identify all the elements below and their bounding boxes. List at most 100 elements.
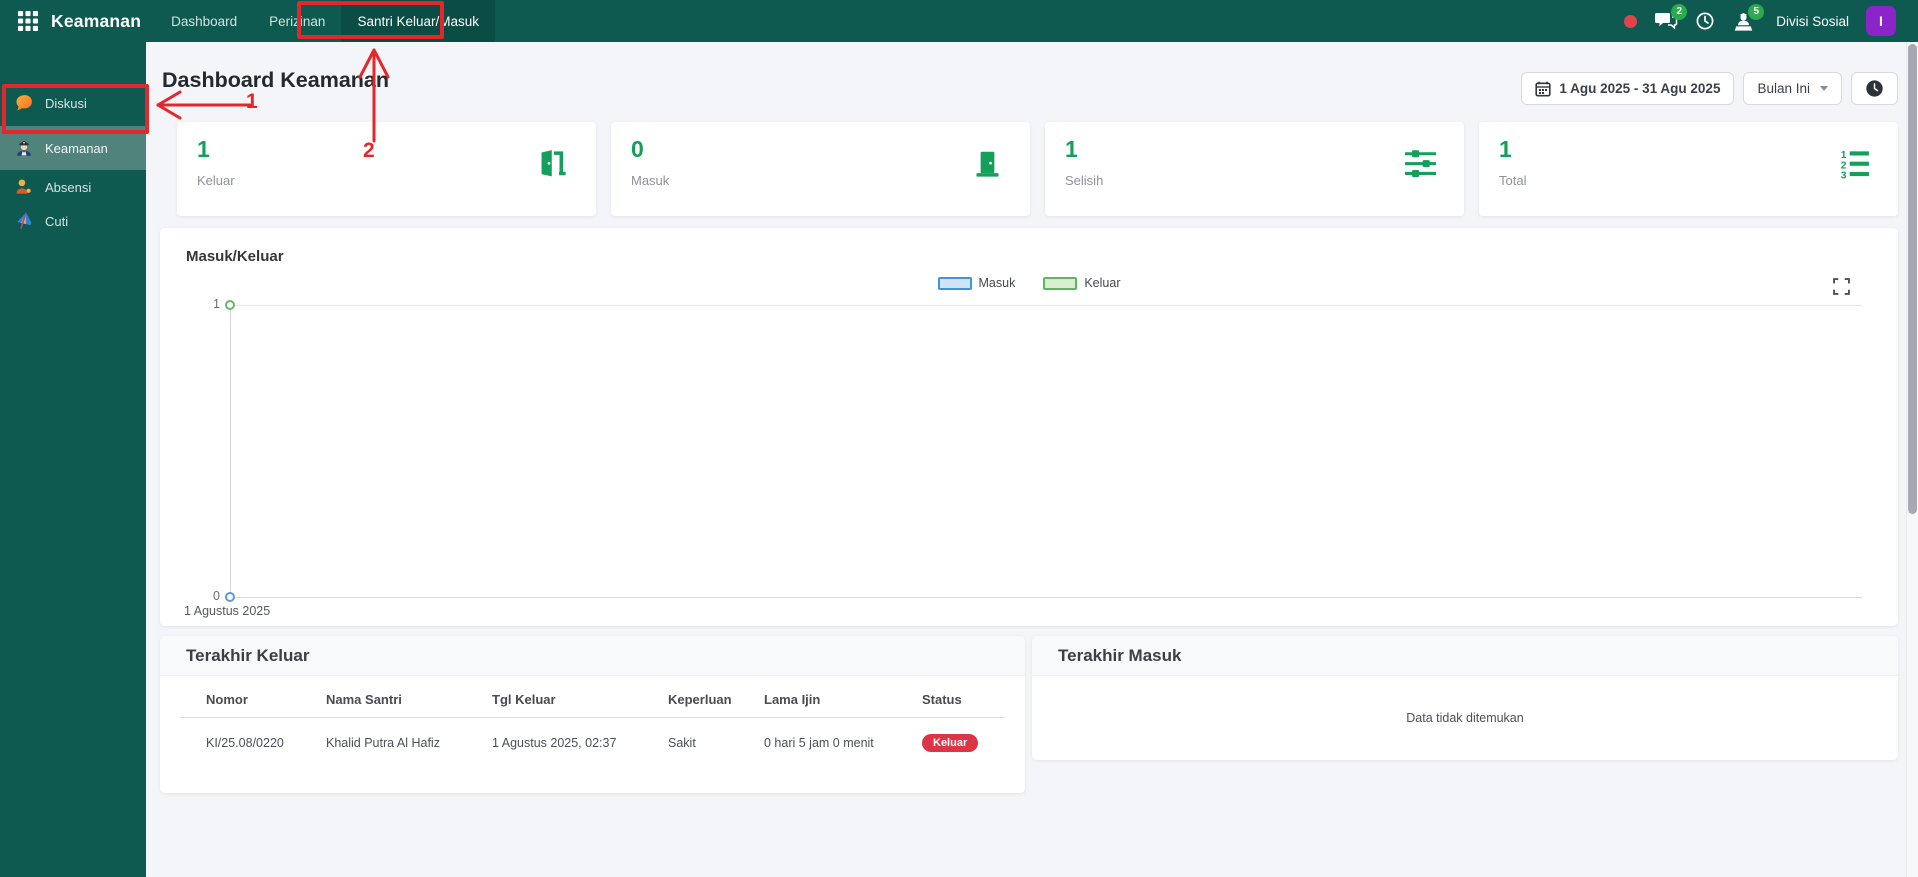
svg-text:3: 3 [1841,171,1847,180]
cell-nama: Khalid Putra Al Hafiz [326,736,440,750]
col-tgl-keluar: Tgl Keluar [484,680,660,718]
svg-text:2: 2 [1841,160,1847,171]
period-label: Bulan Ini [1757,81,1810,96]
terakhir-masuk-panel: Terakhir Masuk Data tidak ditemukan [1032,636,1898,760]
door-open-icon [535,146,570,186]
scrollbar-track[interactable] [1906,42,1918,877]
sidebar-item-label: Absensi [45,179,92,195]
door-closed-icon [971,147,1004,185]
history-button[interactable] [1695,11,1715,31]
legend-swatch-keluar [1043,276,1078,290]
chat-button[interactable]: 2 [1654,4,1688,31]
panel-title: Terakhir Masuk [1058,645,1182,665]
panel-header: Terakhir Masuk [1032,636,1898,676]
nav-item-perizinan[interactable]: Perizinan [269,13,326,29]
date-range-label: 1 Agu 2025 - 31 Agu 2025 [1559,81,1721,96]
stat-value: 1 [197,136,210,162]
col-keperluan: Keperluan [660,680,756,718]
chevron-down-icon [1820,86,1828,91]
chart-panel: Masuk/Keluar Masuk Keluar 1 0 [160,228,1898,626]
apps-grid-icon[interactable] [18,11,38,31]
gridline-y0 [230,597,1862,598]
sidebar-item-absensi[interactable]: Absensi [0,170,146,204]
clock-dark-icon [1866,80,1883,97]
fullscreen-icon[interactable] [1833,278,1850,300]
sidebar-item-label: Diskusi [45,95,87,111]
col-status: Status [914,680,1005,718]
avatar[interactable]: I [1866,6,1896,36]
x-axis-label: 1 Agustus 2025 [184,604,271,618]
gridline-y1 [230,305,1862,306]
legend-label: Masuk [978,276,1016,290]
legend-item-masuk[interactable]: Masuk [937,276,1016,290]
topbar: Keamanan Dashboard Perizinan Santri Kelu… [0,0,1918,42]
stat-cards-row: 1 Keluar 0 Masuk [177,122,1898,216]
data-point-keluar [225,300,235,310]
stat-card-selisih: 1 Selisih [1045,122,1464,216]
sidebar-item-label: Cuti [45,213,69,229]
stat-label: Masuk [631,173,670,188]
sidebar-item-label: Keamanan [45,140,108,156]
stat-card-masuk: 0 Masuk [611,122,1030,216]
scrollbar-thumb[interactable] [1908,44,1917,514]
app-brand: Keamanan [51,10,142,31]
officer-desk-icon [1735,12,1753,31]
stat-card-keluar: 1 Keluar [177,122,596,216]
sidebar: Diskusi Keamanan [0,42,146,877]
chat-badge: 2 [1671,4,1688,20]
division-label: Divisi Sosial [1776,13,1849,29]
stat-value: 0 [631,136,644,162]
nav-item-santri-keluar-masuk[interactable]: Santri Keluar/Masuk [341,0,495,42]
main-content: Dashboard Keamanan 1 Agu 2025 - 31 Agu 2… [146,42,1918,877]
data-point-masuk [225,592,235,602]
keluar-table: Nomor Nama Santri Tgl Keluar Keperluan L… [180,680,1005,768]
y-tick-top: 1 [213,297,220,311]
col-lama-ijin: Lama Ijin [756,680,914,718]
cell-nomor: KI/25.08/0220 [206,736,284,750]
panel-header: Terakhir Keluar [160,636,1025,676]
clock-icon [1696,12,1714,30]
top-nav: Dashboard Perizinan Santri Keluar/Masuk [155,0,495,42]
cell-keperluan: Sakit [668,736,696,750]
stat-value: 1 [1065,136,1078,162]
table-row[interactable]: KI/25.08/0220 Khalid Putra Al Hafiz 1 Ag… [180,718,1005,769]
visitor-badge: 5 [1748,3,1765,20]
legend-item-keluar[interactable]: Keluar [1043,276,1120,290]
stat-value: 1 [1499,136,1512,162]
chart-legend: Masuk Keluar [160,276,1898,290]
stat-label: Total [1499,173,1527,188]
period-select[interactable]: Bulan Ini [1743,72,1842,105]
visitor-button[interactable]: 5 [1732,3,1765,32]
person-check-icon [13,177,35,197]
col-nama-santri: Nama Santri [318,680,484,718]
terakhir-keluar-panel: Terakhir Keluar Nomor Nama Santri Tgl Ke… [160,636,1025,793]
umbrella-icon [13,211,35,231]
police-officer-icon [13,137,35,159]
sliders-icon [1403,148,1438,184]
sidebar-item-diskusi[interactable]: Diskusi [0,86,146,120]
nav-item-dashboard[interactable]: Dashboard [171,13,238,29]
y-tick-bottom: 0 [213,589,220,603]
status-badge: Keluar [922,734,979,752]
sidebar-item-keamanan[interactable]: Keamanan [0,126,146,170]
chart-title: Masuk/Keluar [186,248,284,265]
stat-label: Selisih [1065,173,1104,188]
legend-swatch-masuk [937,276,972,290]
date-range-button[interactable]: 1 Agu 2025 - 31 Agu 2025 [1521,72,1735,105]
col-nomor: Nomor [180,680,318,718]
sidebar-item-cuti[interactable]: Cuti [0,204,146,238]
stat-label: Keluar [197,173,235,188]
dashboard-controls: 1 Agu 2025 - 31 Agu 2025 Bulan Ini [1521,72,1898,105]
chat-bubble-icon [13,93,35,113]
svg-text:1: 1 [1841,150,1847,161]
page-title: Dashboard Keamanan [162,68,390,92]
empty-state-text: Data tidak ditemukan [1406,710,1524,725]
y-axis-line [230,305,231,597]
calendar-icon [1535,81,1551,96]
time-button[interactable] [1851,72,1898,105]
cell-lama: 0 hari 5 jam 0 menit [764,736,874,750]
recording-dot-icon [1624,14,1638,28]
